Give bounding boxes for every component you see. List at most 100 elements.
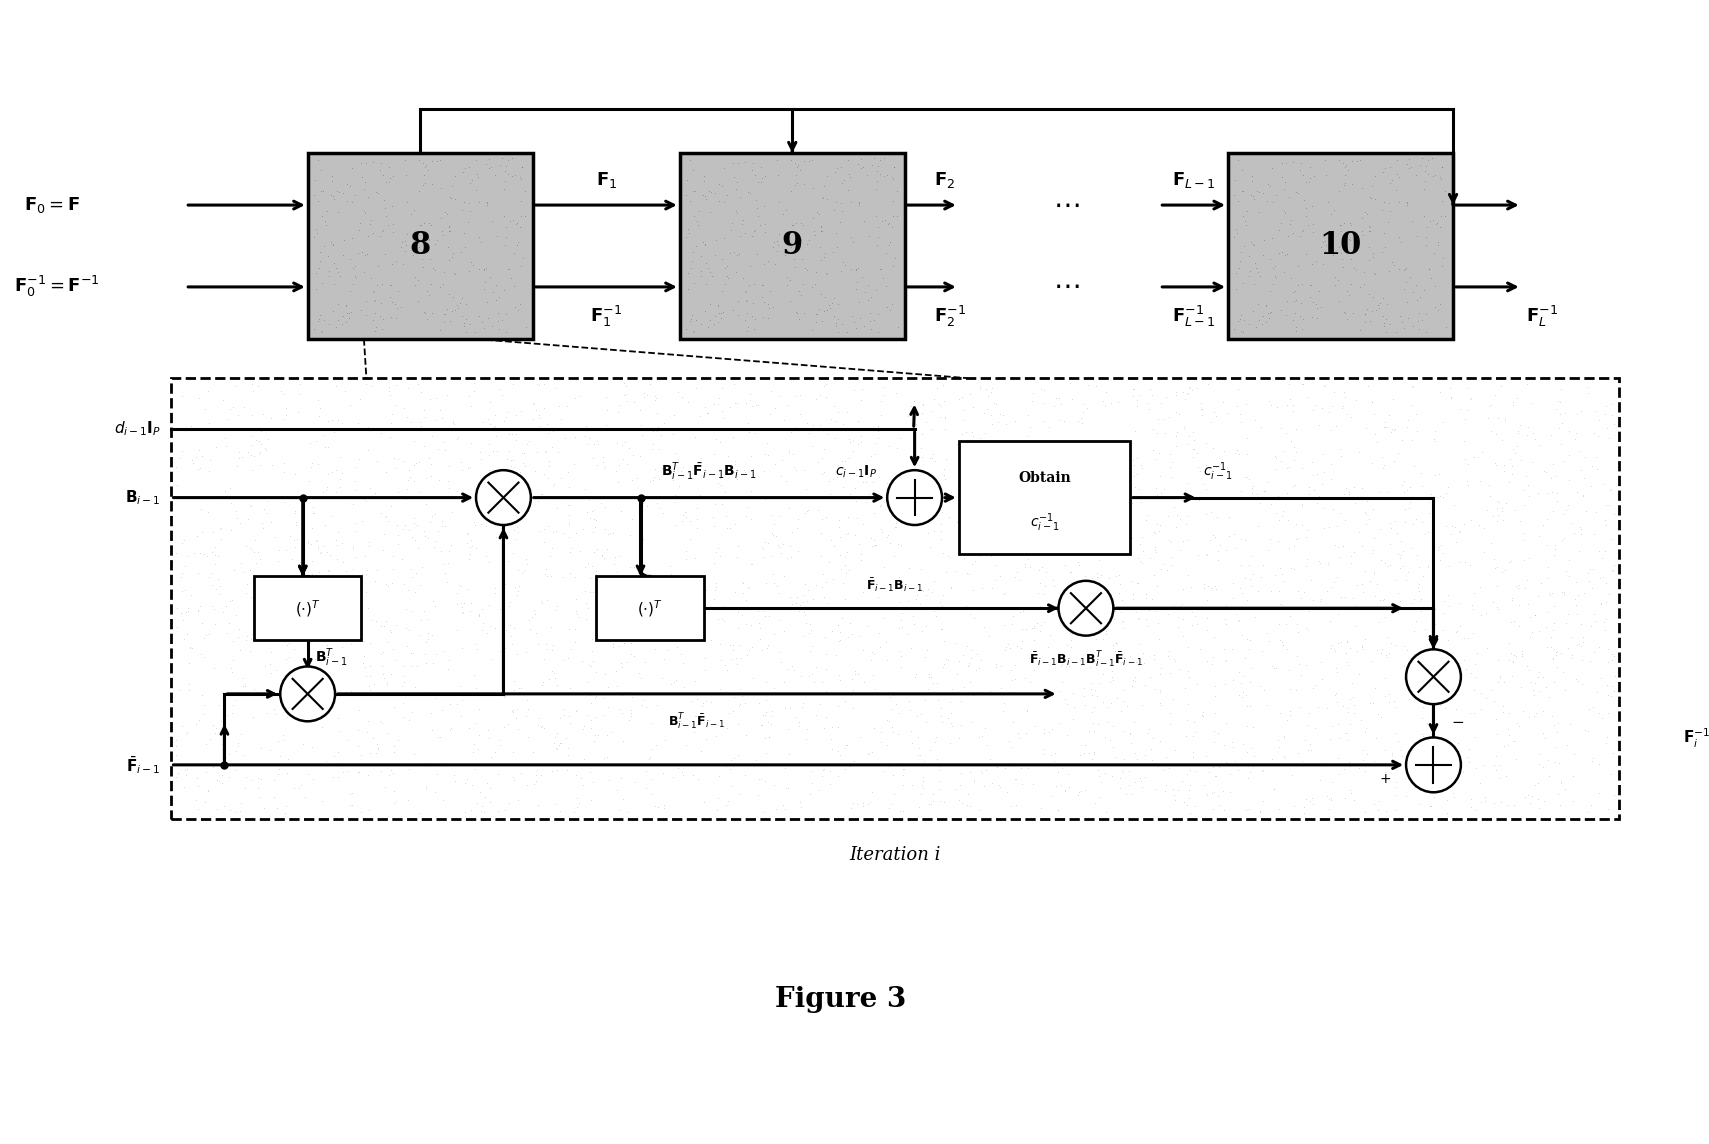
Point xyxy=(1567,636,1594,654)
Point xyxy=(960,508,988,526)
Point xyxy=(1239,173,1266,191)
Point xyxy=(1027,622,1054,641)
Point xyxy=(1311,376,1338,395)
Point xyxy=(726,188,754,206)
Point xyxy=(516,611,543,629)
Point xyxy=(1130,542,1157,561)
Point xyxy=(971,423,998,442)
Point xyxy=(865,418,892,436)
Point xyxy=(824,238,851,256)
Point xyxy=(480,471,508,490)
Point xyxy=(273,636,301,654)
Point xyxy=(301,631,328,650)
Point xyxy=(1336,214,1364,232)
Point xyxy=(1000,683,1027,701)
Point xyxy=(998,754,1025,772)
Point xyxy=(470,318,497,336)
Point xyxy=(226,641,253,659)
Point xyxy=(716,636,743,654)
Point xyxy=(390,708,417,726)
Point xyxy=(878,168,906,186)
Point xyxy=(456,549,484,567)
Point xyxy=(1477,534,1504,553)
Point xyxy=(762,232,790,251)
Point xyxy=(1425,301,1453,319)
Point xyxy=(909,396,937,414)
Point xyxy=(1494,796,1521,815)
Point xyxy=(803,305,831,324)
Point xyxy=(1131,755,1159,773)
Point xyxy=(848,390,875,408)
Point xyxy=(866,165,894,183)
Point xyxy=(431,312,458,331)
Point xyxy=(458,537,485,555)
Point xyxy=(306,407,333,426)
Point xyxy=(239,541,267,559)
Point xyxy=(978,525,1005,543)
Point xyxy=(566,794,593,812)
Point xyxy=(1265,738,1292,756)
Point xyxy=(1031,613,1058,631)
Point xyxy=(1020,716,1048,734)
Point xyxy=(1514,418,1542,436)
Point xyxy=(661,421,689,439)
Point xyxy=(1586,411,1613,429)
Point xyxy=(224,456,251,475)
Point xyxy=(1084,630,1111,649)
Point xyxy=(1376,405,1403,423)
Point xyxy=(819,469,846,487)
Point xyxy=(552,487,579,506)
Point xyxy=(1020,617,1048,635)
Point xyxy=(1278,402,1306,420)
Point xyxy=(241,531,268,549)
Point xyxy=(291,706,318,724)
Point xyxy=(661,516,689,534)
Point xyxy=(525,716,552,734)
Point xyxy=(1420,277,1448,295)
Point xyxy=(1451,553,1478,571)
Point xyxy=(419,303,446,321)
Point xyxy=(525,492,552,510)
Point xyxy=(1003,796,1031,815)
Point xyxy=(1407,288,1434,307)
Point xyxy=(1487,769,1514,787)
Point xyxy=(1220,738,1248,756)
Point xyxy=(1198,413,1225,431)
Point xyxy=(950,645,978,664)
Point xyxy=(612,378,639,396)
Point xyxy=(371,191,398,209)
Point xyxy=(499,426,526,444)
Point xyxy=(337,682,364,700)
Point xyxy=(1261,185,1289,204)
Point xyxy=(986,776,1013,794)
Point xyxy=(455,459,482,477)
Point xyxy=(649,799,677,817)
Point xyxy=(1588,595,1615,613)
Point xyxy=(921,733,948,752)
Point xyxy=(680,723,708,741)
Point xyxy=(1181,430,1208,448)
Point xyxy=(311,516,338,534)
Point xyxy=(508,256,535,275)
Point xyxy=(704,539,731,557)
Point xyxy=(1569,633,1596,651)
Point xyxy=(595,525,622,543)
Point xyxy=(1560,524,1588,542)
Point xyxy=(456,158,484,176)
Point xyxy=(1166,510,1193,529)
Point xyxy=(641,390,668,408)
Point xyxy=(1013,526,1041,545)
Point xyxy=(1299,590,1326,609)
Point xyxy=(759,299,786,317)
Point xyxy=(708,476,735,494)
Point xyxy=(1350,741,1377,760)
Point xyxy=(1330,239,1357,257)
Point xyxy=(873,634,901,652)
Text: $+$: $+$ xyxy=(1379,771,1391,786)
Point xyxy=(648,613,675,631)
Point xyxy=(832,556,860,574)
Point xyxy=(410,174,438,192)
Point xyxy=(1338,554,1365,572)
Point xyxy=(913,617,940,635)
Point xyxy=(1044,801,1072,819)
